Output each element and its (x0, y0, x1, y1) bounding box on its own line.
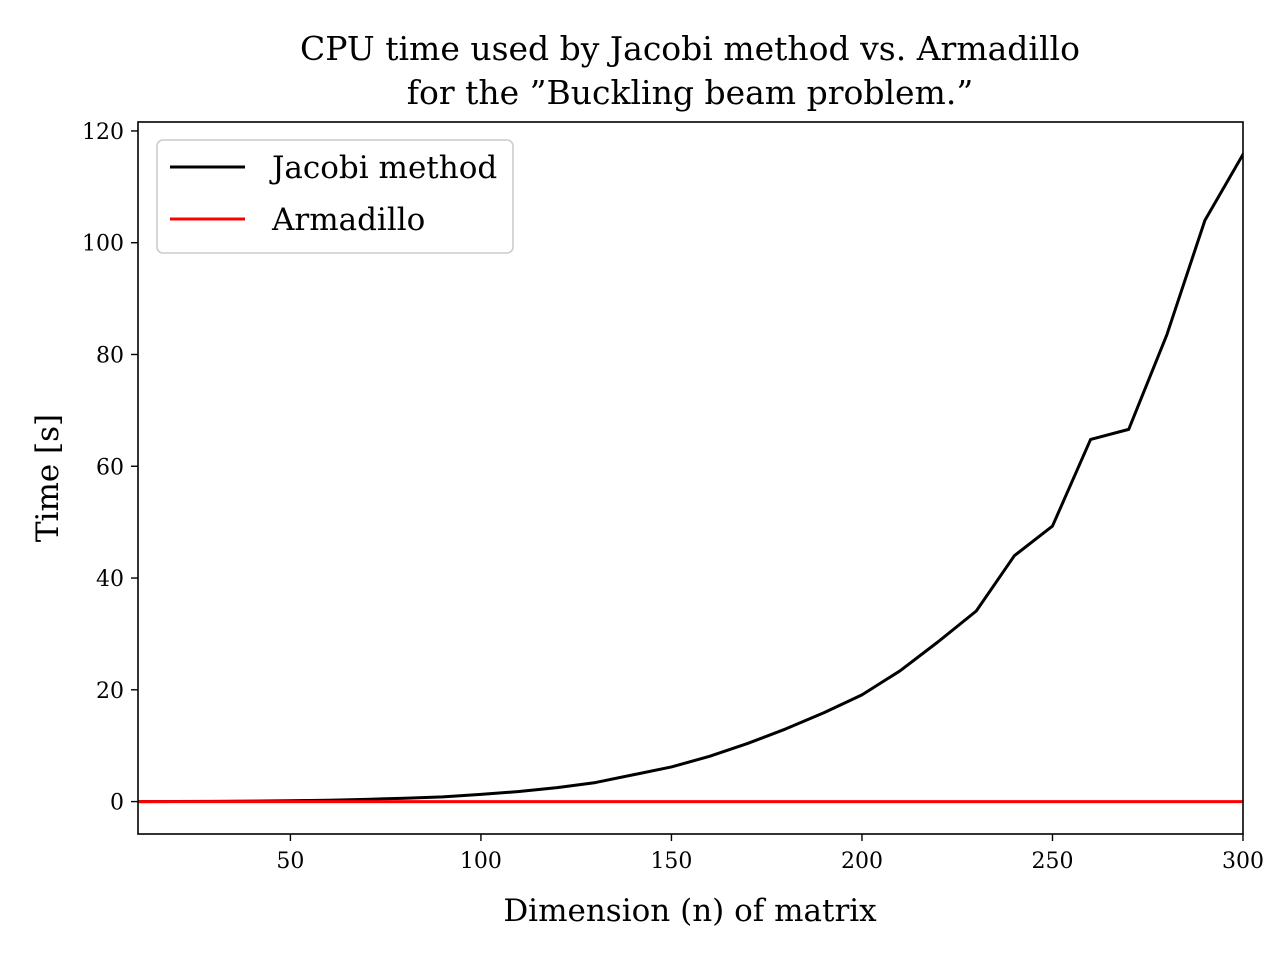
x-tick-label: 100 (460, 849, 502, 874)
x-tick-label: 50 (276, 849, 304, 874)
axes-frame (137, 121, 1244, 835)
x-tick-label: 200 (841, 849, 883, 874)
y-tick-label: 0 (110, 791, 124, 816)
chart-title-line-2: for the ”Buckling beam problem.” (407, 73, 973, 112)
legend-box (156, 139, 514, 254)
y-tick-label: 80 (96, 343, 124, 368)
legend-label-jacobi: Jacobi method (269, 150, 497, 186)
y-tick-label: 100 (82, 232, 124, 257)
y-axis-ticks: 0 20 40 60 80 100 120 (82, 120, 138, 816)
series-layer (138, 152, 1243, 804)
x-axis-ticks: 50 100 150 200 250 300 (276, 834, 1264, 874)
y-tick-label: 20 (96, 679, 124, 704)
x-tick-label: 250 (1031, 849, 1073, 874)
x-axis-label: Dimension (n) of matrix (503, 893, 877, 929)
y-axis-label: Time [s] (30, 414, 66, 542)
y-tick-label: 40 (96, 567, 124, 592)
y-tick-label: 60 (96, 455, 124, 480)
x-tick-label: 300 (1222, 849, 1264, 874)
y-tick-label: 120 (82, 120, 124, 145)
plot-area (137, 121, 1244, 835)
x-tick-label: 150 (650, 849, 692, 874)
legend: Jacobi method Armadillo (156, 139, 514, 254)
legend-label-armadillo: Armadillo (271, 202, 425, 238)
chart-title-line-1: CPU time used by Jacobi method vs. Armad… (300, 29, 1080, 68)
